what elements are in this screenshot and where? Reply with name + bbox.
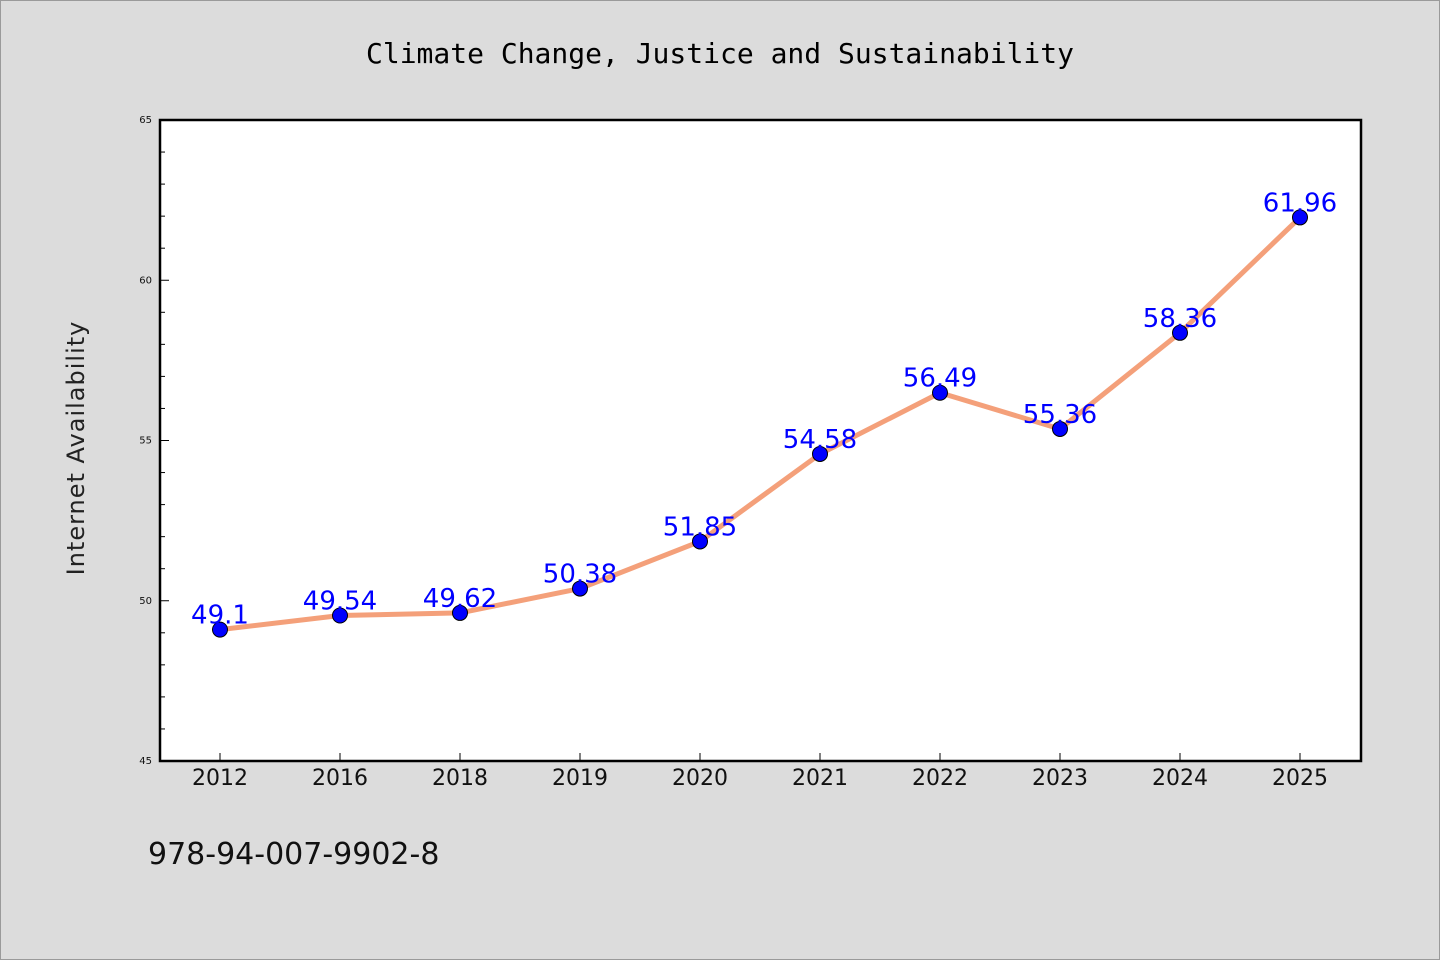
data-label: 55.36 [1023, 400, 1097, 430]
y-tick-label: 65 [139, 115, 152, 126]
y-tick-label: 45 [139, 756, 152, 767]
plot-area [160, 120, 1361, 761]
data-label: 49.1 [191, 601, 249, 631]
data-label: 56.49 [903, 364, 977, 394]
data-label: 58.36 [1143, 304, 1217, 334]
data-point [452, 604, 468, 621]
data-point [692, 533, 708, 550]
x-tick-label: 2019 [552, 766, 608, 791]
data-point [1172, 324, 1188, 341]
x-tick-label: 2012 [192, 766, 248, 791]
plot-border [158, 118, 1363, 763]
data-label: 49.62 [423, 584, 497, 614]
x-tick-label: 2020 [672, 766, 728, 791]
data-point [332, 607, 348, 624]
x-axis-ticks: 2012 2016 2018 2019 2020 2021 2022 2023 2024 2025 [192, 753, 1328, 791]
data-labels: 49.1 49.54 49.62 50.38 51.85 54.58 56.49 55.36 5… [191, 188, 1337, 630]
x-tick-label: 2022 [912, 766, 968, 791]
data-point [1292, 209, 1308, 226]
x-tick-label: 2023 [1032, 766, 1088, 791]
data-point [1052, 420, 1068, 437]
data-point [932, 384, 948, 401]
data-markers [212, 209, 1308, 638]
data-point [572, 580, 588, 597]
y-tick-label: 60 [139, 275, 152, 286]
series-line [217, 214, 1303, 633]
x-tick-label: 2018 [432, 766, 488, 791]
y-axis-label: Internet Availability [62, 321, 90, 576]
x-tick-label: 2025 [1272, 766, 1328, 791]
x-tick-label: 2016 [312, 766, 368, 791]
x-tick-label: 2021 [792, 766, 848, 791]
data-label: 49.54 [303, 586, 377, 616]
data-label: 54.58 [783, 425, 857, 455]
data-label: 61.96 [1263, 188, 1337, 218]
y-tick-label: 50 [139, 596, 152, 607]
chart-title: Climate Change, Justice and Sustainabili… [366, 37, 1074, 70]
data-point [812, 445, 828, 462]
data-label: 50.38 [543, 560, 617, 590]
y-tick-label: 55 [139, 436, 152, 447]
x-tick-label: 2024 [1152, 766, 1208, 791]
footer-isbn: 978-94-007-9902-8 [148, 837, 439, 872]
data-label: 51.85 [663, 512, 737, 542]
data-point [212, 621, 228, 638]
